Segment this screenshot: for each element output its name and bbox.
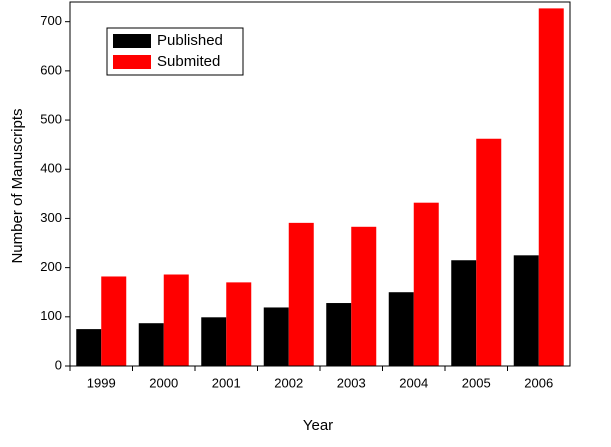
- x-tick-label: 2004: [399, 375, 428, 390]
- x-tick-label: 1999: [87, 375, 116, 390]
- bar: [138, 323, 164, 366]
- y-tick-label: 0: [55, 357, 62, 372]
- x-tick-label: 2006: [524, 375, 553, 390]
- bar: [226, 282, 252, 366]
- y-tick-label: 500: [40, 111, 62, 126]
- y-axis-label: Number of Manuscripts: [9, 108, 26, 263]
- x-tick-label: 2000: [149, 375, 178, 390]
- bar: [263, 307, 289, 366]
- y-tick-label: 200: [40, 259, 62, 274]
- bar: [513, 255, 539, 366]
- bar: [413, 202, 439, 366]
- x-axis-label: Year: [303, 417, 333, 434]
- y-tick-label: 100: [40, 308, 62, 323]
- bar: [351, 226, 377, 366]
- bar: [163, 274, 189, 366]
- bar: [451, 260, 477, 366]
- legend-swatch: [113, 55, 151, 69]
- y-tick-label: 700: [40, 13, 62, 28]
- bar: [538, 8, 564, 367]
- legend-label: Submited: [157, 53, 220, 70]
- y-tick-label: 400: [40, 161, 62, 176]
- x-tick-label: 2002: [274, 375, 303, 390]
- bar: [476, 138, 502, 366]
- legend-label: Published: [157, 32, 223, 49]
- x-tick-label: 2005: [462, 375, 491, 390]
- bar: [388, 292, 414, 366]
- bar: [201, 317, 227, 366]
- x-tick-label: 2003: [337, 375, 366, 390]
- bar: [326, 303, 352, 366]
- y-tick-label: 300: [40, 210, 62, 225]
- y-tick-label: 600: [40, 62, 62, 77]
- bar: [76, 329, 102, 366]
- x-tick-label: 2001: [212, 375, 241, 390]
- bar: [101, 276, 127, 366]
- bar: [288, 222, 314, 366]
- legend-swatch: [113, 34, 151, 48]
